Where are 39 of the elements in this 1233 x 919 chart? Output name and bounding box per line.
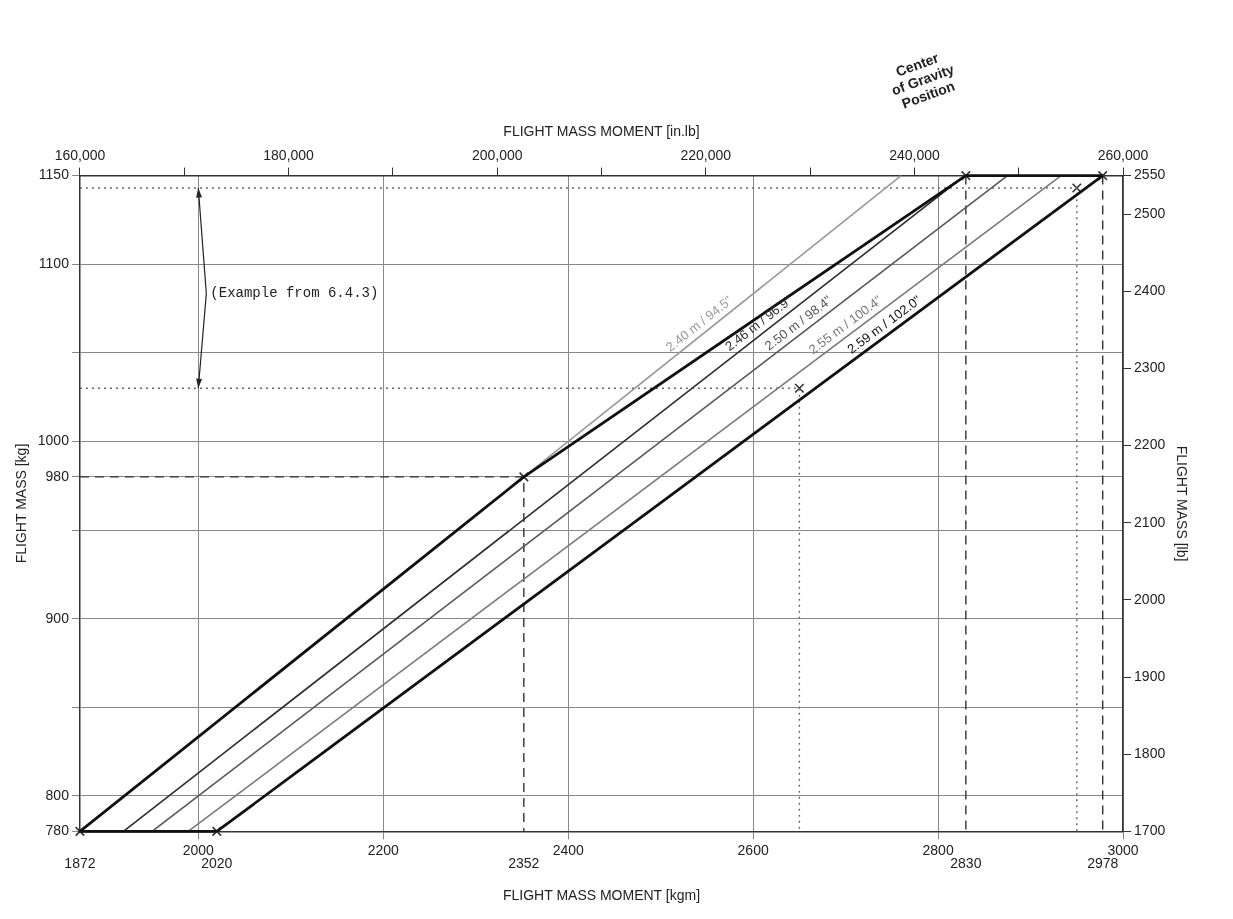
y-tick-label: 1100 [38, 255, 70, 272]
x2-tick-label: 180,000 [263, 147, 315, 164]
y2-tick-label: 2000 [1134, 590, 1166, 607]
y-tick-label: 1150 [38, 166, 70, 183]
y2-tick-label: 2550 [1134, 166, 1166, 183]
x2-tick-label: 240,000 [889, 147, 940, 164]
x-axis-title: FLIGHT MASS MOMENT [kgm] [502, 887, 701, 904]
x2-tick-label: 260,000 [1097, 147, 1149, 164]
x-tick-label: 3000 [1107, 841, 1139, 858]
y-tick-label: 780 [45, 822, 70, 839]
x2-axis-title: FLIGHT MASS MOMENT [in.lb] [503, 123, 700, 140]
x-tick-label: 2600 [737, 841, 769, 858]
y2-tick-label: 2300 [1134, 359, 1166, 376]
annotation: 2830 [950, 855, 982, 872]
x2-tick-label: 220,000 [680, 147, 732, 164]
annotation: (Example from 6.4.3) [210, 285, 379, 302]
y2-tick-label: 2100 [1134, 513, 1166, 530]
y-tick-label: 980 [45, 467, 70, 484]
x-tick-label: 2400 [552, 841, 584, 858]
y2-axis-title: FLIGHT MASS [lb] [1173, 445, 1190, 562]
y2-tick-label: 2400 [1134, 282, 1166, 299]
x-tick-label: 2200 [367, 841, 400, 858]
y2-tick-label: 2500 [1134, 205, 1166, 222]
x2-tick-label: 200,000 [471, 147, 523, 164]
x2-tick-label: 160,000 [54, 147, 106, 164]
y2-tick-label: 1700 [1134, 822, 1166, 839]
x-tick-label: 2000 [182, 841, 215, 858]
y-axis-title: FLIGHT MASS [kg] [13, 443, 30, 564]
annotation: 2978 [1087, 855, 1119, 872]
y-tick-label: 800 [45, 786, 70, 803]
annotation: 2352 [508, 855, 540, 872]
y-tick-label: 900 [45, 609, 70, 626]
x-tick-label: 2800 [922, 841, 954, 858]
y2-tick-label: 1800 [1134, 745, 1166, 762]
y2-tick-label: 1900 [1134, 667, 1166, 684]
y2-tick-label: 2200 [1134, 436, 1166, 453]
y-tick-label: 1000 [37, 432, 70, 449]
annotation: 1872 [64, 855, 96, 872]
annotation: 2020 [201, 855, 233, 872]
